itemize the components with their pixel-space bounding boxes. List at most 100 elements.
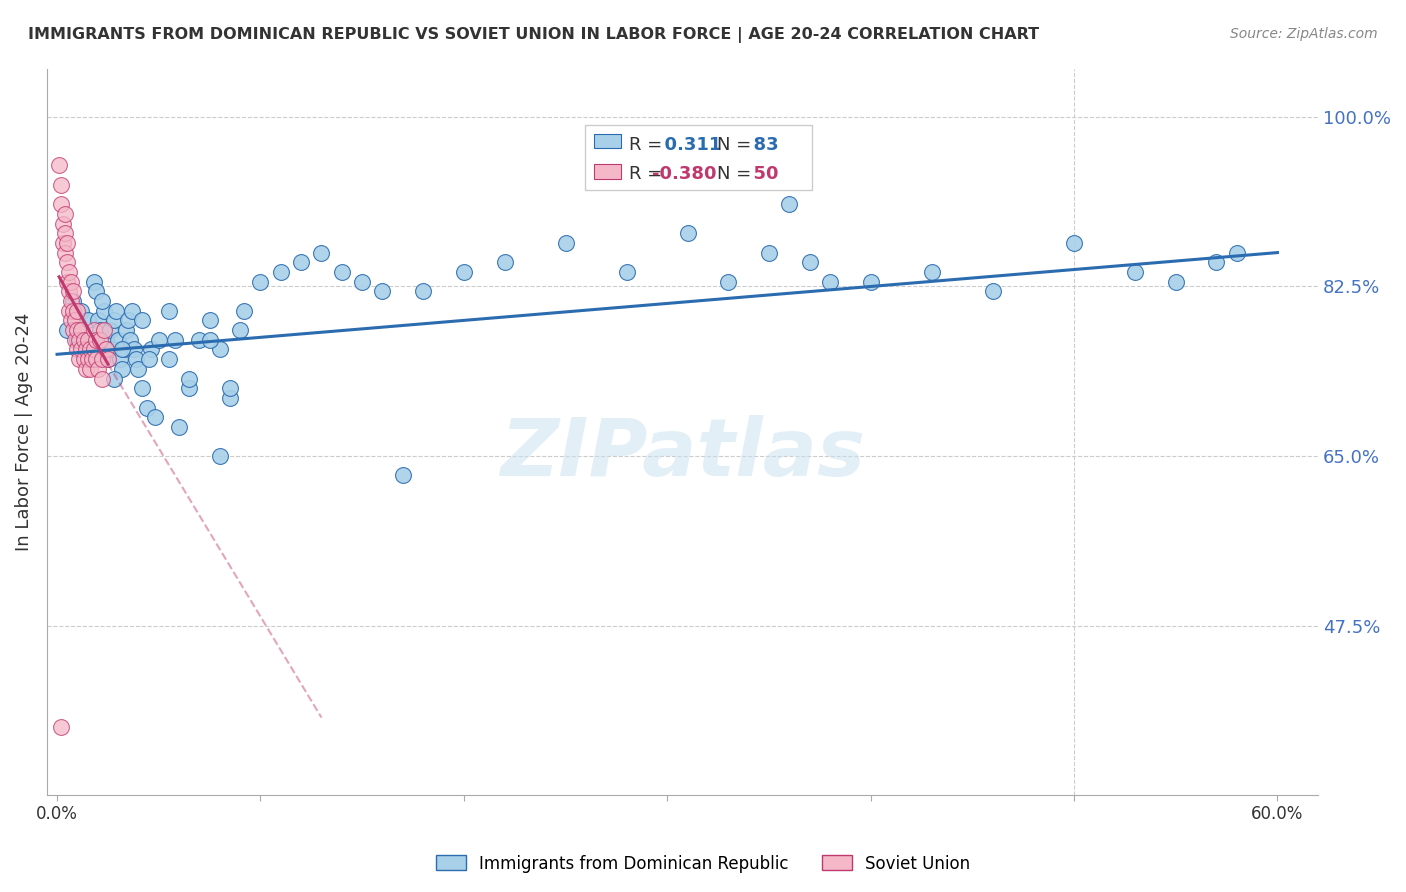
Point [90,371,112,385]
Point [198,313,221,327]
Point [62,285,84,299]
Text: R =: R = [628,165,662,183]
Point [657,149,679,163]
Point [70,343,93,357]
Point [135,401,157,415]
Point [56,275,79,289]
Point [89,323,111,337]
Point [49,197,72,211]
Point [330,265,353,279]
Point [229,323,252,337]
Point [676,226,699,240]
Point [62,323,84,337]
Point [52,235,75,250]
Point [79,343,101,357]
Point [58,285,80,299]
Point [83,275,105,289]
Point [76,313,98,327]
Y-axis label: In Labor Force | Age 20-24: In Labor Force | Age 20-24 [15,312,32,551]
Point [921,265,943,279]
Point [84,352,107,367]
Text: R =: R = [628,136,662,153]
Point [131,313,153,327]
Point [115,323,138,337]
Point [249,275,271,289]
Text: 83: 83 [741,136,779,153]
Point [120,333,142,347]
Point [616,265,638,279]
Point [198,333,221,347]
Point [124,343,146,357]
Point [76,352,98,367]
Point [53,245,76,260]
Point [93,303,115,318]
Point [70,303,93,318]
Bar [593,164,621,179]
Point [66,323,89,337]
Bar [593,134,621,148]
Point [60,275,83,289]
Text: Source: ZipAtlas.com: Source: ZipAtlas.com [1230,27,1378,41]
Point [83,323,105,337]
Point [311,245,333,260]
Text: IMMIGRANTS FROM DOMINICAN REPUBLIC VS SOVIET UNION IN LABOR FORCE | AGE 20-24 CO: IMMIGRANTS FROM DOMINICAN REPUBLIC VS SO… [28,27,1039,43]
Point [138,352,160,367]
Point [188,333,211,347]
Point [107,333,129,347]
Point [65,333,87,347]
Point [84,333,107,347]
Point [219,391,242,405]
Point [167,420,190,434]
Point [89,333,111,347]
Point [1164,275,1187,289]
Point [66,303,89,318]
Point [125,352,148,367]
FancyBboxPatch shape [585,125,813,190]
Point [97,352,120,367]
Point [94,333,117,347]
Point [97,352,120,367]
Point [93,323,115,337]
Point [179,371,201,385]
Point [859,275,882,289]
Point [554,235,576,250]
Point [80,343,103,357]
Point [98,323,121,337]
Point [52,217,75,231]
Point [75,361,97,376]
Point [290,255,312,269]
Point [90,352,112,367]
Point [70,323,93,337]
Point [157,303,180,318]
Point [90,343,112,357]
Point [778,197,800,211]
Point [66,343,89,357]
Point [103,371,125,385]
Point [53,207,76,221]
Point [83,343,105,357]
Point [270,265,292,279]
Point [799,255,821,269]
Point [127,361,149,376]
Point [84,285,107,299]
Point [233,303,256,318]
Point [58,265,80,279]
Point [67,352,90,367]
Point [56,255,79,269]
Point [84,352,107,367]
Text: 0.311: 0.311 [652,136,721,153]
Point [412,285,434,299]
Point [371,285,394,299]
Point [157,352,180,367]
Point [79,361,101,376]
Text: -0.380: -0.380 [652,165,717,183]
Point [758,245,780,260]
Point [67,333,90,347]
Point [117,313,139,327]
Point [65,313,87,327]
Point [101,343,124,357]
Point [148,333,170,347]
Point [139,343,162,357]
Point [62,303,84,318]
Point [56,323,79,337]
